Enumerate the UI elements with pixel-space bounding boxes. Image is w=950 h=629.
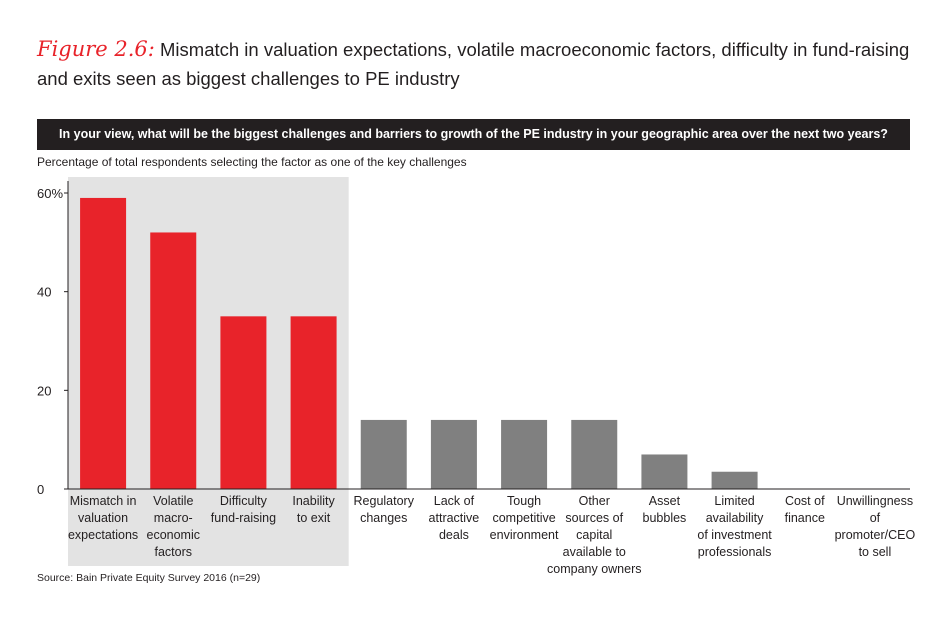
x-tick-label: Other sources of capital available to compan… [547,494,642,576]
x-tick-label: Tough competitive environment [490,494,559,542]
y-tick-label: 0 [37,482,44,497]
bar-6 [501,419,548,489]
bar-3 [290,316,337,489]
y-tick-label: 20 [37,383,51,398]
x-tick-label: Regulatory changes [354,494,415,525]
bar-8 [641,454,688,489]
bar-5 [430,419,477,489]
bar-7 [571,419,618,489]
x-tick-label: Unwillingness of promoter/CEO to sell [835,494,916,559]
x-tick-label: Asset bubbles [643,494,687,525]
x-tick-label: Inability to exit [292,494,335,525]
x-tick-label: Mismatch in valuation expectations [68,494,138,542]
bar-4 [360,419,407,489]
figure-title-text: Mismatch in valuation expectations, vola… [37,39,910,89]
x-tick-label: Limited availability of investment professi… [697,494,772,559]
x-tick-label: Difficulty fund-raising [211,494,276,525]
x-tick-label: Lack of attractive deals [429,494,480,542]
chart-subtitle: Percentage of total respondents selectin… [37,155,467,169]
bar-1 [150,232,197,489]
x-tick-label: Volatile macro-economic factors [147,494,201,559]
bar-9 [711,471,758,489]
y-tick-label: 40 [37,285,51,300]
bar-0 [80,197,127,489]
bar-2 [220,316,267,489]
chart-title: Figure 2.6: Mismatch in valuation expect… [37,35,927,93]
x-tick-label: Cost of finance [785,494,825,525]
y-tick-label: 60% [37,186,63,201]
question-banner: In your view, what will be the biggest c… [37,119,910,150]
figure-label: Figure 2.6: [37,37,155,61]
source-note: Source: Bain Private Equity Survey 2016 … [37,572,261,584]
